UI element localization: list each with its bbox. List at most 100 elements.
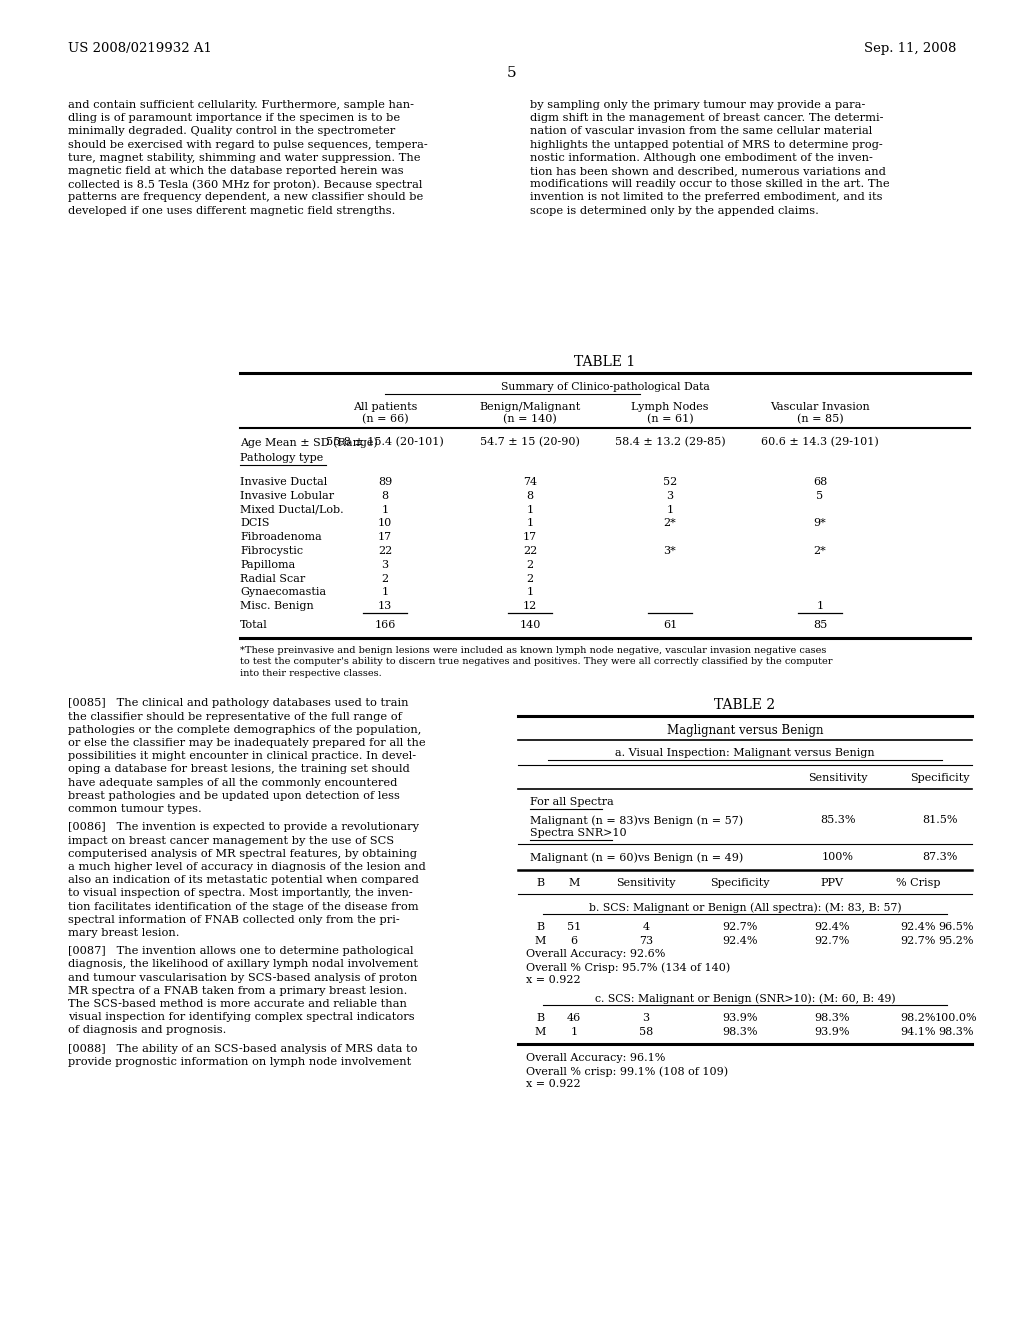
Text: M: M: [535, 1027, 546, 1038]
Text: Papilloma: Papilloma: [240, 560, 295, 570]
Text: to test the computer's ability to discern true negatives and positives. They wer: to test the computer's ability to discer…: [240, 657, 833, 667]
Text: digm shift in the management of breast cancer. The determi-: digm shift in the management of breast c…: [530, 114, 884, 123]
Text: Lymph Nodes: Lymph Nodes: [631, 403, 709, 412]
Text: (n = 61): (n = 61): [647, 414, 693, 424]
Text: 1: 1: [526, 504, 534, 515]
Text: Spectra SNR>10: Spectra SNR>10: [530, 829, 627, 838]
Text: 3: 3: [642, 1014, 649, 1023]
Text: 2*: 2*: [664, 519, 677, 528]
Text: 87.3%: 87.3%: [923, 853, 957, 862]
Text: collected is 8.5 Tesla (360 MHz for proton). Because spectral: collected is 8.5 Tesla (360 MHz for prot…: [68, 180, 422, 190]
Text: 1: 1: [667, 504, 674, 515]
Text: nostic information. Although one embodiment of the inven-: nostic information. Although one embodim…: [530, 153, 872, 162]
Text: 8: 8: [526, 491, 534, 500]
Text: provide prognostic information on lymph node involvement: provide prognostic information on lymph …: [68, 1057, 412, 1067]
Text: x = 0.922: x = 0.922: [526, 975, 581, 986]
Text: impact on breast cancer management by the use of SCS: impact on breast cancer management by th…: [68, 836, 394, 846]
Text: The SCS-based method is more accurate and reliable than: The SCS-based method is more accurate an…: [68, 999, 407, 1008]
Text: TABLE 1: TABLE 1: [574, 355, 636, 370]
Text: 96.5%: 96.5%: [938, 923, 974, 932]
Text: All patients: All patients: [353, 403, 417, 412]
Text: 100%: 100%: [822, 853, 854, 862]
Text: to visual inspection of spectra. Most importantly, the inven-: to visual inspection of spectra. Most im…: [68, 888, 413, 899]
Text: 54.7 ± 15 (20-90): 54.7 ± 15 (20-90): [480, 437, 580, 447]
Text: 60.6 ± 14.3 (29-101): 60.6 ± 14.3 (29-101): [761, 437, 879, 447]
Text: 93.9%: 93.9%: [814, 1027, 850, 1038]
Text: 74: 74: [523, 477, 537, 487]
Text: minimally degraded. Quality control in the spectrometer: minimally degraded. Quality control in t…: [68, 127, 395, 136]
Text: 95.2%: 95.2%: [938, 936, 974, 946]
Text: 17: 17: [523, 532, 537, 543]
Text: magnetic field at which the database reported herein was: magnetic field at which the database rep…: [68, 166, 403, 176]
Text: or else the classifier may be inadequately prepared for all the: or else the classifier may be inadequate…: [68, 738, 426, 748]
Text: Fibroadenoma: Fibroadenoma: [240, 532, 322, 543]
Text: US 2008/0219932 A1: US 2008/0219932 A1: [68, 42, 212, 55]
Text: 3: 3: [667, 491, 674, 500]
Text: (n = 140): (n = 140): [503, 414, 557, 424]
Text: c. SCS: Malignant or Benign (SNR>10): (M: 60, B: 49): c. SCS: Malignant or Benign (SNR>10): (M…: [595, 994, 895, 1005]
Text: possibilities it might encounter in clinical practice. In devel-: possibilities it might encounter in clin…: [68, 751, 416, 762]
Text: Malignant (n = 83)vs Benign (n = 57): Malignant (n = 83)vs Benign (n = 57): [530, 816, 743, 826]
Text: by sampling only the primary tumour may provide a para-: by sampling only the primary tumour may …: [530, 100, 865, 110]
Text: Sep. 11, 2008: Sep. 11, 2008: [863, 42, 956, 55]
Text: mary breast lesion.: mary breast lesion.: [68, 928, 179, 939]
Text: should be exercised with regard to pulse sequences, tempera-: should be exercised with regard to pulse…: [68, 140, 428, 149]
Text: 92.4%: 92.4%: [814, 923, 850, 932]
Text: Vascular Invasion: Vascular Invasion: [770, 403, 869, 412]
Text: % Crisp: % Crisp: [896, 879, 940, 888]
Text: [0088]   The ability of an SCS-based analysis of MRS data to: [0088] The ability of an SCS-based analy…: [68, 1044, 418, 1053]
Text: Radial Scar: Radial Scar: [240, 574, 305, 583]
Text: 1: 1: [816, 601, 823, 611]
Text: Invasive Lobular: Invasive Lobular: [240, 491, 334, 500]
Text: 2: 2: [526, 560, 534, 570]
Text: 17: 17: [378, 532, 392, 543]
Text: ture, magnet stability, shimming and water suppression. The: ture, magnet stability, shimming and wat…: [68, 153, 421, 162]
Text: breast pathologies and be updated upon detection of less: breast pathologies and be updated upon d…: [68, 791, 400, 801]
Text: also an indication of its metastatic potential when compared: also an indication of its metastatic pot…: [68, 875, 419, 886]
Text: invention is not limited to the preferred embodiment, and its: invention is not limited to the preferre…: [530, 193, 883, 202]
Text: For all Spectra: For all Spectra: [530, 797, 613, 808]
Text: 2: 2: [526, 574, 534, 583]
Text: oping a database for breast lesions, the training set should: oping a database for breast lesions, the…: [68, 764, 410, 775]
Text: 98.3%: 98.3%: [722, 1027, 758, 1038]
Text: 73: 73: [639, 936, 653, 946]
Text: 1: 1: [526, 519, 534, 528]
Text: highlights the untapped potential of MRS to determine prog-: highlights the untapped potential of MRS…: [530, 140, 883, 149]
Text: 51: 51: [567, 923, 582, 932]
Text: 8: 8: [381, 491, 388, 500]
Text: (n = 66): (n = 66): [361, 414, 409, 424]
Text: dling is of paramount importance if the specimen is to be: dling is of paramount importance if the …: [68, 114, 400, 123]
Text: Total: Total: [240, 620, 267, 630]
Text: 4: 4: [642, 923, 649, 932]
Text: B: B: [536, 1014, 544, 1023]
Text: 140: 140: [519, 620, 541, 630]
Text: 100.0%: 100.0%: [935, 1014, 977, 1023]
Text: and tumour vascularisation by SCS-based analysis of proton: and tumour vascularisation by SCS-based …: [68, 973, 418, 982]
Text: diagnosis, the likelihood of axillary lymph nodal involvement: diagnosis, the likelihood of axillary ly…: [68, 960, 418, 969]
Text: Summary of Clinico-pathological Data: Summary of Clinico-pathological Data: [501, 381, 710, 392]
Text: 2*: 2*: [814, 546, 826, 556]
Text: 85: 85: [813, 620, 827, 630]
Text: 93.9%: 93.9%: [722, 1014, 758, 1023]
Text: 13: 13: [378, 601, 392, 611]
Text: 46: 46: [567, 1014, 582, 1023]
Text: 5: 5: [507, 66, 517, 81]
Text: have adequate samples of all the commonly encountered: have adequate samples of all the commonl…: [68, 777, 397, 788]
Text: Specificity: Specificity: [711, 879, 770, 888]
Text: of diagnosis and prognosis.: of diagnosis and prognosis.: [68, 1026, 226, 1035]
Text: pathologies or the complete demographics of the population,: pathologies or the complete demographics…: [68, 725, 421, 735]
Text: 98.2%: 98.2%: [900, 1014, 936, 1023]
Text: Misc. Benign: Misc. Benign: [240, 601, 313, 611]
Text: visual inspection for identifying complex spectral indicators: visual inspection for identifying comple…: [68, 1012, 415, 1022]
Text: Maglignant versus Benign: Maglignant versus Benign: [667, 725, 823, 738]
Text: modifications will readily occur to those skilled in the art. The: modifications will readily occur to thos…: [530, 180, 890, 189]
Text: 166: 166: [375, 620, 395, 630]
Text: [0085]   The clinical and pathology databases used to train: [0085] The clinical and pathology databa…: [68, 698, 409, 709]
Text: 89: 89: [378, 477, 392, 487]
Text: into their respective classes.: into their respective classes.: [240, 669, 382, 678]
Text: Age Mean ± SD (Range): Age Mean ± SD (Range): [240, 437, 378, 447]
Text: 3: 3: [381, 560, 388, 570]
Text: B: B: [536, 879, 544, 888]
Text: Specificity: Specificity: [910, 774, 970, 784]
Text: 3*: 3*: [664, 546, 677, 556]
